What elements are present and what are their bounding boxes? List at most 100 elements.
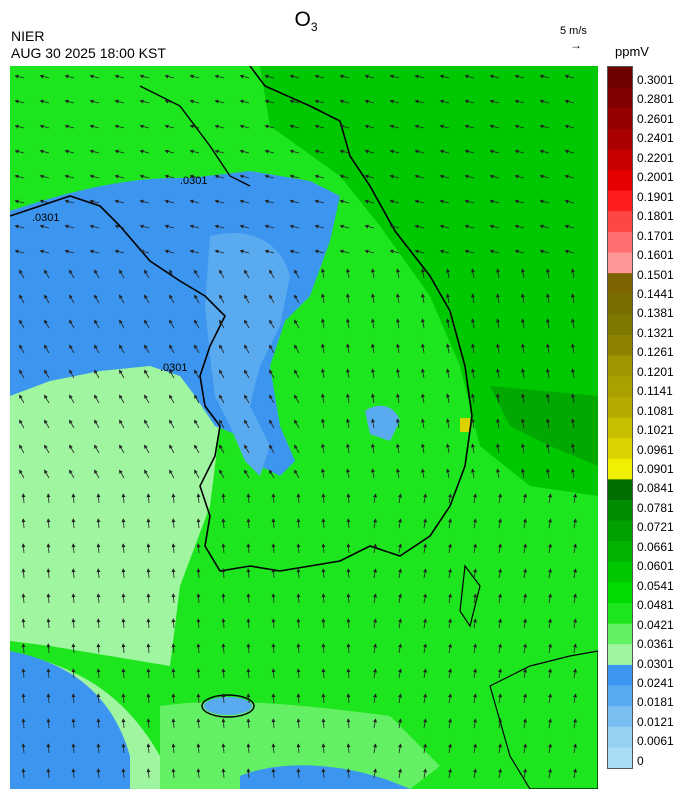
wind-arrow <box>573 593 578 604</box>
wind-arrow <box>395 293 400 304</box>
wind-arrow <box>194 419 200 429</box>
wind-arrow <box>294 269 300 279</box>
wind-arrow <box>448 718 453 729</box>
wind-arrow <box>339 74 350 79</box>
wind-arrow <box>246 493 251 504</box>
wind-arrow <box>321 543 326 554</box>
colorbar-swatch <box>608 706 632 728</box>
wind-arrow <box>548 493 553 504</box>
wind-arrow <box>94 294 100 304</box>
wind-arrow <box>289 224 300 229</box>
wind-arrow <box>171 493 176 504</box>
wind-arrow <box>196 493 201 504</box>
wind-arrow <box>139 224 150 229</box>
wind-arrow <box>146 568 151 579</box>
colorbar-swatch <box>608 355 632 377</box>
wind-arrow <box>196 693 201 704</box>
wind-arrow <box>21 618 26 629</box>
wind-arrow <box>89 149 100 154</box>
wind-arrow <box>171 693 176 704</box>
wind-arrow <box>144 394 150 404</box>
wind-arrow <box>420 343 425 354</box>
wind-arrow <box>373 643 378 654</box>
wind-arrow <box>14 199 25 204</box>
wind-arrow <box>114 149 125 154</box>
wind-arrow <box>495 318 500 329</box>
wind-arrow <box>189 124 200 129</box>
zone-light-green-west <box>10 362 220 666</box>
wind-arrow <box>570 418 575 429</box>
wind-arrow <box>194 469 200 479</box>
wind-arrow <box>320 443 325 454</box>
wind-arrow <box>221 493 226 504</box>
wind-arrow <box>346 493 351 504</box>
wind-arrow <box>339 199 350 204</box>
wind-arrow <box>196 768 201 779</box>
wind-arrow <box>395 268 400 279</box>
wind-arrow <box>570 368 575 379</box>
wind-arrow <box>239 249 250 254</box>
wind-arrow <box>570 318 575 329</box>
wind-arrow <box>219 344 225 354</box>
wind-arrow <box>548 693 553 704</box>
wind-arrow <box>539 249 550 254</box>
wind-arrow <box>239 124 250 129</box>
wind-arrow <box>314 249 325 254</box>
wind-arrow <box>339 249 350 254</box>
wind-arrow <box>420 293 425 304</box>
wind-arrow <box>520 293 525 304</box>
wind-arrow <box>320 468 325 479</box>
wind-arrow <box>573 668 578 679</box>
wind-arrow <box>346 618 351 629</box>
wind-arrow <box>445 293 450 304</box>
colorbar-tick-label: 0.1201 <box>637 364 674 379</box>
wind-arrow <box>514 99 525 104</box>
wind-arrow <box>373 693 378 704</box>
wind-arrow <box>373 743 378 754</box>
wind-arrow <box>246 568 251 579</box>
wind-arrow <box>395 418 400 429</box>
wind-arrow <box>296 493 301 504</box>
wind-arrow <box>395 393 400 404</box>
agency-label: NIER <box>11 28 45 44</box>
wind-arrow <box>139 99 150 104</box>
wind-arrow <box>364 249 375 254</box>
wind-arrow <box>523 768 528 779</box>
wind-arrow <box>548 593 553 604</box>
wind-arrow <box>346 518 351 529</box>
wind-arrow <box>489 224 500 229</box>
wind-arrow <box>94 469 100 479</box>
colorbar-tick-label: 0.2401 <box>637 131 674 146</box>
wind-arrow <box>46 543 51 554</box>
wind-arrow <box>448 593 453 604</box>
wind-arrow <box>244 419 250 429</box>
wind-arrow <box>271 568 276 579</box>
wind-arrow <box>46 693 51 704</box>
wind-arrow <box>398 693 403 704</box>
wind-arrow <box>271 543 276 554</box>
wind-arrow <box>420 418 425 429</box>
wind-arrow <box>164 249 175 254</box>
wind-arrow <box>470 268 475 279</box>
wind-arrow <box>21 743 26 754</box>
wind-arrow <box>294 344 300 354</box>
colorbar-swatch <box>608 149 632 171</box>
wind-arrow <box>19 319 25 329</box>
wind-arrow <box>194 294 200 304</box>
wind-arrow <box>294 444 300 454</box>
wind-arrow <box>289 124 300 129</box>
wind-arrow <box>398 768 403 779</box>
wind-arrow <box>169 444 175 454</box>
wind-arrow <box>373 718 378 729</box>
wind-arrow <box>423 618 428 629</box>
wind-arrow <box>473 593 478 604</box>
wind-arrow <box>514 199 525 204</box>
wind-arrow <box>19 444 25 454</box>
wind-arrow <box>69 369 75 379</box>
colorbar-tick-label: 0.1901 <box>637 189 674 204</box>
wind-arrow <box>219 394 225 404</box>
wind-arrow <box>423 518 428 529</box>
wind-arrow <box>69 469 75 479</box>
wind-arrow <box>146 518 151 529</box>
wind-arrow <box>448 618 453 629</box>
